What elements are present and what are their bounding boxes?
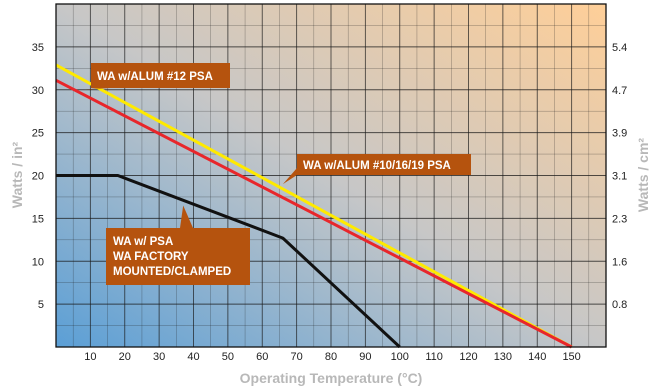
callout-box [297,154,471,175]
x-tick-label: 50 [222,351,234,363]
callout-alum-10-16-19: WA w/ALUM #10/16/19 PSA [282,154,471,185]
y2-tick-label: 1.6 [612,256,627,268]
y-tick-label: 5 [38,299,44,311]
x-tick-label: 20 [119,351,131,363]
x-tick-label: 10 [84,351,96,363]
callout-text: MOUNTED/CLAMPED [113,266,231,278]
y-tick-label: 30 [32,85,44,97]
x-tick-label: 150 [562,351,580,363]
x-tick-label: 80 [325,351,337,363]
callout-text: WA w/ALUM #10/16/19 PSA [303,160,451,172]
y-axis-title: Watts / in² [9,141,25,208]
y2-tick-label: 4.7 [612,85,627,97]
x-tick-labels: 10 20 30 40 50 60 70 80 90 100 110 120 130 140 150 [84,351,581,363]
grid [56,4,606,347]
x-tick-label: 70 [291,351,303,363]
callout-wa-psa: WA w/ PSA WA FACTORY MOUNTED/CLAMPED [106,205,250,285]
callout-alum-12: WA w/ALUM #12 PSA [83,63,230,90]
y-tick-label: 35 [32,42,44,54]
y2-tick-label: 3.9 [612,128,627,140]
plot-frame [55,3,607,348]
x-tick-label: 100 [391,351,409,363]
y-tick-label: 15 [32,213,44,225]
y-tick-label: 25 [32,128,44,140]
callout-text: WA w/ALUM #12 PSA [97,71,213,83]
callout-box [106,228,250,285]
y-tick-labels: 5 10 15 20 25 30 35 [32,42,44,311]
y2-tick-label: 3.1 [612,171,627,183]
y2-tick-label: 0.8 [612,299,627,311]
callout-pointer [180,205,193,228]
y2-axis-title: Watts / cm² [635,138,651,212]
y2-tick-label: 5.4 [612,42,627,54]
x-tick-label: 60 [256,351,268,363]
y2-tick-labels: 0.8 1.6 2.3 3.1 3.9 4.7 5.4 [612,42,627,311]
y2-tick-label: 2.3 [612,213,627,225]
callout-text: WA w/ PSA [113,236,173,248]
y-tick-label: 10 [32,256,44,268]
x-tick-label: 140 [528,351,546,363]
x-tick-label: 130 [494,351,512,363]
series-line-alum-12 [55,63,573,349]
callout-pointer [282,168,297,185]
y-tick-label: 20 [32,171,44,183]
callout-text: WA FACTORY [113,251,189,263]
x-tick-label: 30 [153,351,165,363]
x-tick-label: 110 [425,351,443,363]
callout-box [91,63,230,88]
series-group [55,63,573,349]
x-tick-label: 40 [187,351,199,363]
callouts-group: WA w/ALUM #12 PSA WA w/ALUM #10/16/19 PSA… [83,63,471,285]
series-line-alum-10-16-19 [55,78,573,349]
series-line-wa-psa [56,174,401,349]
x-tick-label: 90 [359,351,371,363]
callout-pointer [83,88,110,90]
x-tick-label: 120 [459,351,477,363]
x-axis-title: Operating Temperature (°C) [240,370,423,386]
